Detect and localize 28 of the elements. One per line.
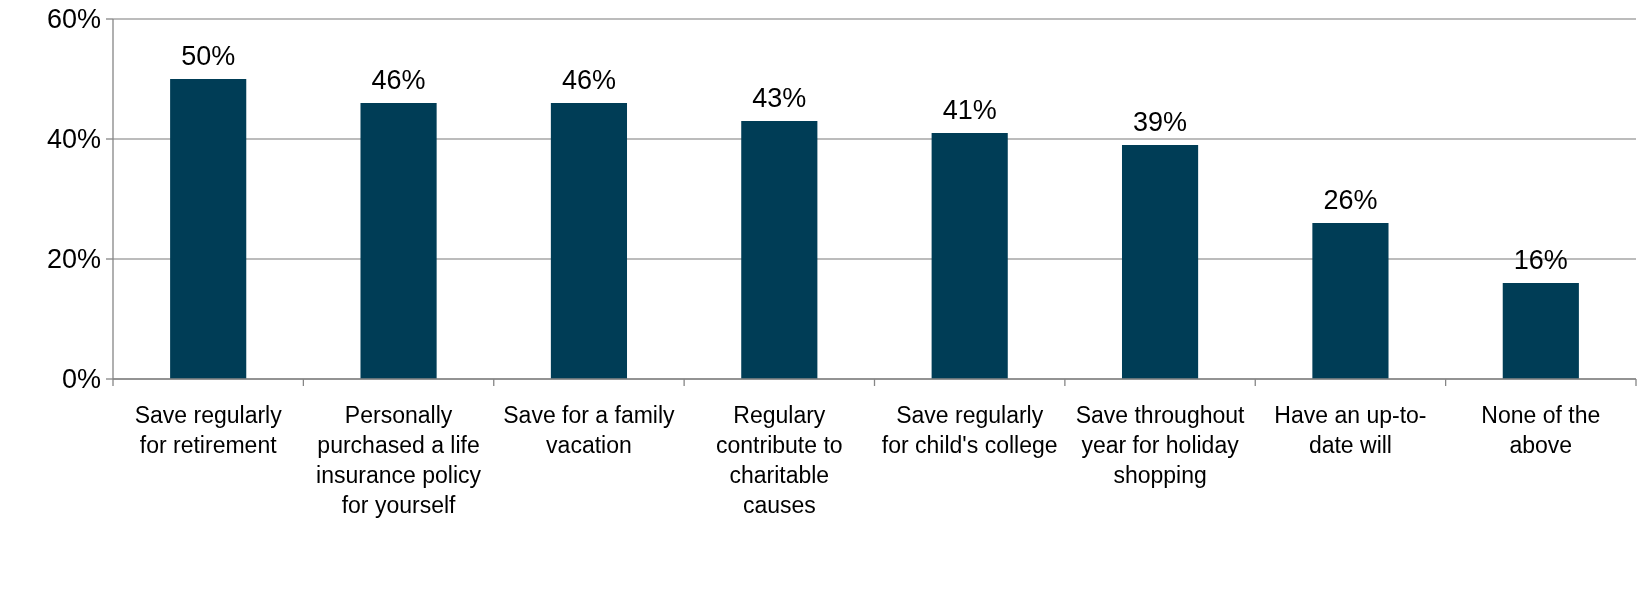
x-tick-label: Personally purchased a life insurance policy for yourself bbox=[316, 402, 482, 518]
bar bbox=[1312, 223, 1389, 379]
bar bbox=[170, 79, 247, 379]
y-tick-label: 40% bbox=[46, 124, 101, 155]
data-label: 39% bbox=[1133, 107, 1188, 137]
data-label: 26% bbox=[1323, 185, 1378, 215]
data-label: 46% bbox=[371, 65, 426, 95]
y-tick-label: 20% bbox=[46, 244, 101, 275]
data-label: 41% bbox=[942, 95, 997, 125]
data-label: 46% bbox=[561, 65, 616, 95]
x-tick-label: Save throughout year for holiday shopping bbox=[1075, 402, 1246, 488]
bar bbox=[1121, 145, 1199, 379]
y-tick-label: 0% bbox=[61, 364, 101, 395]
y-tick-label: 60% bbox=[46, 4, 101, 35]
bar bbox=[550, 103, 628, 379]
data-label: 16% bbox=[1513, 245, 1568, 275]
x-tick-label: Save for a family vacation bbox=[503, 402, 676, 458]
x-tick-label: None of the above bbox=[1481, 402, 1601, 458]
data-label: 43% bbox=[752, 83, 807, 113]
x-tick-label: Have an up-to-date will bbox=[1274, 402, 1427, 458]
bar bbox=[360, 103, 437, 379]
bar bbox=[741, 121, 818, 379]
x-tick-label: Regulary contribute to charitable causes bbox=[716, 402, 843, 518]
x-tick-label: Save regularly for retirement bbox=[134, 402, 283, 458]
data-label: 50% bbox=[181, 41, 236, 71]
bar bbox=[1502, 283, 1579, 379]
x-tick-label: Save regularly for child's college bbox=[881, 402, 1058, 458]
bar bbox=[931, 133, 1008, 379]
